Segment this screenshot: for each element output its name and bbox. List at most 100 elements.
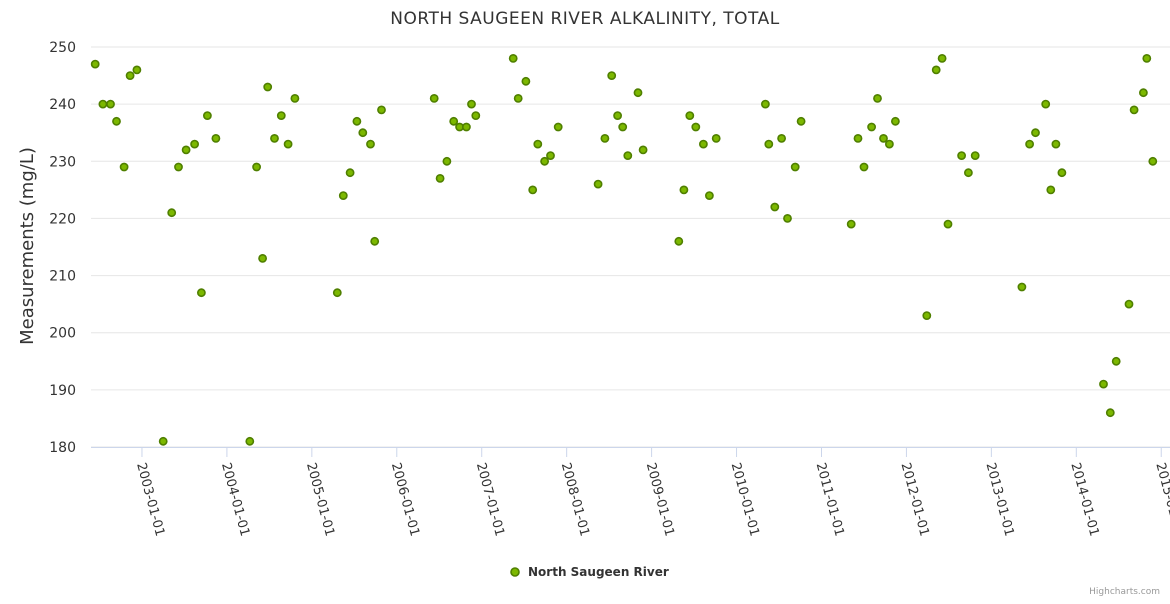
data-point (1025, 139, 1034, 149)
y-tick-label: 200 (49, 326, 76, 342)
data-point (699, 139, 708, 149)
data-point (867, 122, 876, 132)
data-point (711, 133, 721, 143)
data-point (461, 122, 471, 132)
data-point (106, 99, 115, 109)
data-point (1142, 54, 1152, 63)
legend-marker-icon[interactable] (510, 567, 520, 577)
data-point (196, 288, 206, 298)
data-point (521, 76, 531, 86)
y-tick-label: 220 (49, 211, 76, 227)
data-point (1017, 282, 1027, 292)
data-point (705, 191, 714, 200)
data-point (449, 116, 459, 126)
data-point (90, 59, 100, 69)
data-point (964, 168, 973, 178)
data-point (352, 116, 362, 126)
data-point (783, 213, 792, 223)
data-point (1124, 299, 1134, 309)
data-point (283, 139, 293, 149)
data-point (533, 139, 543, 149)
data-point (1111, 356, 1121, 366)
data-point (290, 94, 300, 103)
data-point (270, 133, 279, 143)
data-point (691, 122, 701, 132)
data-point (553, 122, 563, 132)
data-point (167, 208, 177, 218)
data-point (276, 111, 286, 120)
data-point (345, 168, 355, 178)
data-point (338, 191, 348, 200)
data-point (761, 99, 770, 109)
data-point (885, 139, 894, 149)
data-point (1046, 185, 1056, 195)
data-points (90, 54, 1158, 446)
data-point (245, 436, 255, 446)
data-point (1057, 168, 1067, 178)
data-point (600, 133, 610, 143)
y-tick-label: 210 (49, 269, 76, 285)
data-point (853, 133, 863, 143)
data-point (593, 179, 603, 189)
y-tick-label: 230 (49, 154, 76, 170)
data-point (181, 145, 191, 155)
data-point (796, 116, 806, 126)
data-point (846, 219, 856, 229)
data-point (922, 311, 932, 320)
data-point (1051, 139, 1061, 149)
data-point (618, 122, 628, 132)
data-point (790, 162, 800, 172)
data-point (613, 111, 622, 120)
data-point (679, 185, 689, 195)
data-point (937, 54, 947, 63)
legend-item-label[interactable]: North Saugeen River (528, 565, 669, 579)
data-point (638, 145, 648, 155)
data-point (633, 88, 643, 98)
data-point (366, 139, 375, 149)
data-point (1129, 105, 1139, 115)
data-point (891, 116, 900, 126)
data-point (623, 151, 633, 160)
data-point (370, 236, 380, 246)
data-point (174, 162, 183, 172)
data-point (777, 133, 786, 143)
data-point (931, 65, 941, 75)
data-point (429, 94, 439, 103)
y-axis-title: Measurements (mg/L) (17, 147, 38, 345)
y-tick-label: 250 (49, 40, 76, 56)
credits-link[interactable]: Highcharts.com (1089, 587, 1160, 597)
data-point (119, 162, 129, 172)
data-point (970, 151, 980, 160)
data-point (435, 173, 445, 183)
data-point (202, 111, 212, 120)
y-tick-label: 190 (49, 383, 76, 399)
data-point (190, 139, 199, 149)
data-point (1041, 99, 1051, 109)
data-point (1139, 88, 1148, 98)
data-point (1148, 156, 1158, 166)
legend[interactable]: North Saugeen River (510, 565, 669, 579)
data-point (132, 65, 142, 75)
data-point (158, 436, 168, 446)
data-point (528, 185, 538, 195)
data-point (674, 236, 684, 246)
data-point (546, 151, 555, 160)
data-point (1099, 379, 1108, 389)
data-point (112, 116, 121, 126)
data-point (442, 156, 452, 166)
data-point (943, 219, 953, 229)
data-point (879, 133, 888, 143)
data-point (873, 94, 882, 103)
data-point (1031, 128, 1040, 138)
data-point (258, 253, 267, 263)
data-point (607, 71, 617, 80)
data-point (957, 151, 966, 160)
data-point (125, 71, 135, 80)
data-point (377, 105, 386, 115)
data-point (332, 288, 342, 298)
data-point (859, 162, 869, 172)
data-point (1105, 408, 1115, 418)
